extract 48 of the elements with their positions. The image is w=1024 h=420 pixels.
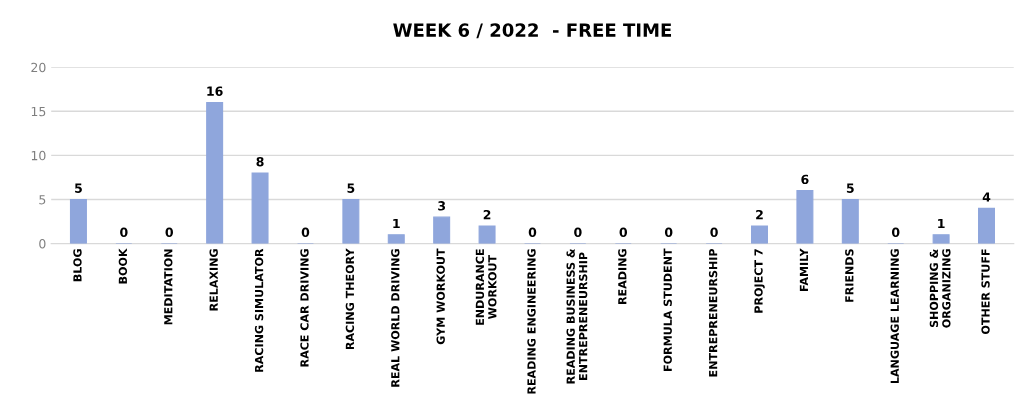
y-tick-label: 20 bbox=[31, 62, 46, 73]
x-tick-label: FRIENDS bbox=[845, 249, 854, 302]
x-tick-label: GYM WORKOUT bbox=[436, 248, 445, 345]
x-tick-label: FORMULA STUDENT bbox=[663, 248, 672, 371]
data-label: 0 bbox=[664, 227, 673, 238]
data-label: 0 bbox=[619, 227, 628, 238]
x-tick-label: READING BUSINESS & ENTREPRENEURSHIP bbox=[566, 248, 588, 384]
data-label: 1 bbox=[393, 218, 400, 229]
x-tick-label: RELAXING bbox=[209, 249, 218, 311]
x-tick-label: RACING THEORY bbox=[345, 248, 355, 350]
data-label: 0 bbox=[120, 227, 128, 238]
x-tick-label: OTHER STUFF bbox=[981, 249, 990, 335]
data-label: 0 bbox=[710, 227, 718, 238]
x-tick-label: PROJECT 7 bbox=[754, 249, 765, 313]
x-tick-label: BLOG bbox=[73, 249, 82, 282]
x-tick-label: RACING SIMULATOR bbox=[254, 248, 264, 372]
x-tick-label: ENDURANCE WORKOUT bbox=[475, 249, 497, 325]
y-tick-label: 15 bbox=[31, 106, 46, 117]
x-tick-label: RACE CAR DRIVING bbox=[300, 249, 309, 367]
data-label: 2 bbox=[756, 209, 763, 220]
x-tick-label: FAMILY bbox=[799, 248, 808, 291]
x-tick-label: LANGUAGE LEARNING bbox=[890, 249, 899, 384]
data-label: 0 bbox=[891, 227, 900, 238]
data-label: 5 bbox=[347, 183, 355, 193]
data-label: 2 bbox=[483, 209, 491, 220]
x-tick-label: MEDITATION bbox=[164, 249, 173, 325]
data-label: 0 bbox=[528, 227, 537, 238]
x-tick-label: READING ENGINEERING bbox=[527, 249, 536, 394]
data-label: 5 bbox=[846, 183, 854, 193]
data-label: 16 bbox=[207, 86, 223, 96]
data-label: 6 bbox=[801, 174, 809, 185]
y-tick-label: 5 bbox=[39, 195, 46, 205]
data-label: 1 bbox=[938, 218, 945, 229]
y-tick-label: 10 bbox=[31, 150, 46, 161]
data-label: 0 bbox=[574, 227, 582, 238]
data-label: 3 bbox=[438, 201, 446, 211]
data-label: 8 bbox=[256, 157, 264, 167]
data-label: 0 bbox=[165, 227, 173, 238]
x-tick-label: BOOK bbox=[118, 248, 128, 284]
data-label: 0 bbox=[301, 227, 310, 238]
data-label: 5 bbox=[75, 183, 82, 193]
x-tick-label: REAL WORLD DRIVING bbox=[391, 249, 400, 387]
chart-title: WEEK 6 / 2022 - FREE TIME bbox=[393, 23, 672, 39]
x-tick-label: READING bbox=[618, 249, 627, 304]
x-tick-label: SHOPPING & ORGANIZING bbox=[929, 249, 951, 328]
y-tick-label: 0 bbox=[39, 239, 46, 249]
data-label: 4 bbox=[982, 192, 991, 202]
x-tick-label: ENTREPRENEURSHIP bbox=[708, 248, 718, 377]
